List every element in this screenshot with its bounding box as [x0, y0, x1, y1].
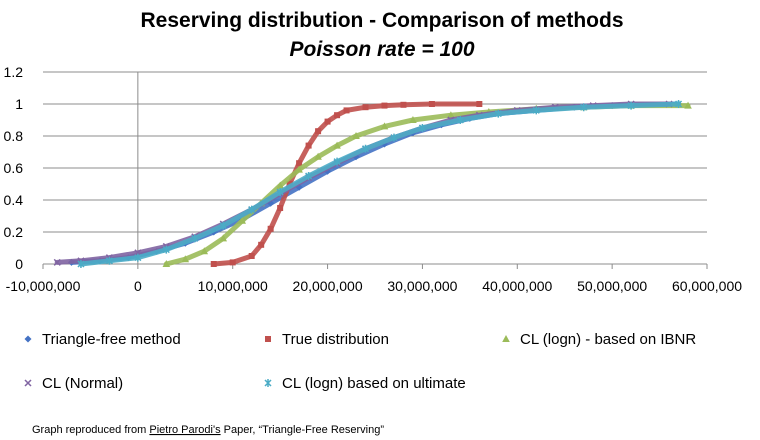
data-point	[53, 258, 61, 266]
data-point	[456, 116, 464, 124]
y-tick-label: 0.8	[4, 128, 24, 144]
series-0	[67, 100, 683, 266]
data-point	[315, 128, 322, 135]
data-point	[181, 255, 190, 263]
data-point	[494, 109, 502, 118]
credit-prefix: Graph reproduced from	[32, 424, 149, 436]
data-point	[324, 118, 331, 125]
data-point	[276, 188, 284, 196]
data-point	[248, 253, 255, 259]
data-point	[447, 111, 455, 119]
legend-label: Triangle-free method	[42, 331, 181, 348]
series-line	[211, 101, 482, 267]
legend-label: CL (logn) - based on IBNR	[520, 331, 696, 348]
data-point	[361, 144, 370, 153]
data-point	[296, 160, 303, 167]
legend-item: CL (Normal)	[24, 375, 123, 392]
plot-area: 0 0.2 0.4 0.6 0.8 1 1.2 -10,000,000 0 10,000,000 2…	[4, 64, 743, 294]
data-point	[418, 124, 426, 132]
chart-title: Reserving distribution - Comparison of m…	[140, 9, 623, 32]
y-tick-label: 0	[15, 256, 23, 272]
data-point	[258, 241, 265, 248]
legend-marker	[264, 379, 272, 387]
data-point	[532, 106, 540, 115]
legend-item: CL (logn) based on ultimate	[264, 375, 466, 392]
y-tick-label: 1.2	[4, 64, 24, 80]
data-point	[580, 103, 588, 112]
data-point	[295, 165, 303, 173]
series-line	[54, 101, 672, 265]
data-point	[162, 260, 171, 267]
data-point	[229, 259, 236, 266]
data-point	[333, 141, 341, 149]
legend-label: True distribution	[282, 331, 389, 348]
data-point	[305, 172, 313, 180]
data-point	[267, 225, 274, 232]
series-3	[53, 100, 673, 266]
data-point	[238, 216, 246, 224]
legend: Triangle-free method True distribution CL …	[24, 331, 696, 392]
data-point	[277, 205, 284, 211]
data-point	[200, 247, 209, 255]
data-point	[134, 253, 142, 262]
data-point	[105, 256, 113, 265]
data-point	[305, 142, 312, 149]
legend-label: CL (logn) based on ultimate	[282, 375, 466, 392]
data-point	[362, 104, 369, 111]
data-point	[675, 100, 683, 108]
data-point	[684, 101, 692, 109]
data-point	[77, 260, 85, 268]
x-tick-label: 40,000,000	[482, 278, 552, 294]
data-point	[390, 133, 398, 142]
x-tick-label: 10,000,000	[198, 278, 268, 294]
legend-marker	[24, 335, 32, 343]
x-tick-label: 30,000,000	[387, 278, 457, 294]
legend-marker	[24, 379, 32, 387]
data-point	[248, 205, 256, 214]
y-tick-label: 0.4	[4, 192, 24, 208]
data-point	[219, 221, 227, 230]
legend-marker	[265, 336, 271, 342]
x-tick-label: -10,000,000	[6, 278, 81, 294]
data-point	[476, 101, 483, 107]
y-tick-label: 0.2	[4, 224, 24, 240]
data-point	[400, 101, 407, 108]
data-point	[314, 152, 322, 160]
legend-item: CL (logn) - based on IBNR	[502, 331, 696, 348]
data-point	[162, 245, 170, 254]
data-point	[352, 132, 360, 139]
data-point	[428, 101, 435, 107]
chart-subtitle: Poisson rate = 100	[289, 38, 474, 61]
data-point	[380, 122, 389, 130]
legend-label: CL (Normal)	[42, 375, 123, 392]
legend-item: True distribution	[265, 331, 389, 348]
credit-suffix: Paper, “Triangle-Free Reserving”	[221, 424, 385, 436]
y-tick-label: 1	[15, 96, 23, 112]
data-point	[191, 234, 199, 243]
data-point	[334, 112, 341, 119]
data-point	[343, 107, 350, 114]
legend-marker	[502, 335, 510, 342]
x-tick-label: 50,000,000	[577, 278, 647, 294]
legend-item: Triangle-free method	[24, 331, 181, 348]
x-tick-label: 20,000,000	[293, 278, 363, 294]
data-point	[627, 101, 635, 110]
data-point	[409, 116, 417, 123]
series-4	[77, 100, 683, 268]
x-tick-label: 0	[134, 278, 142, 294]
x-tick-label: 60,000,000	[672, 278, 742, 294]
data-point	[210, 261, 217, 267]
credit-author: Pietro Parodi's	[149, 424, 221, 436]
source-credit: Graph reproduced from Pietro Parodi's Pa…	[32, 424, 384, 436]
data-point	[381, 102, 388, 109]
y-tick-label: 0.6	[4, 160, 24, 176]
data-point	[219, 234, 228, 242]
data-point	[333, 157, 341, 166]
data-point	[276, 181, 284, 189]
